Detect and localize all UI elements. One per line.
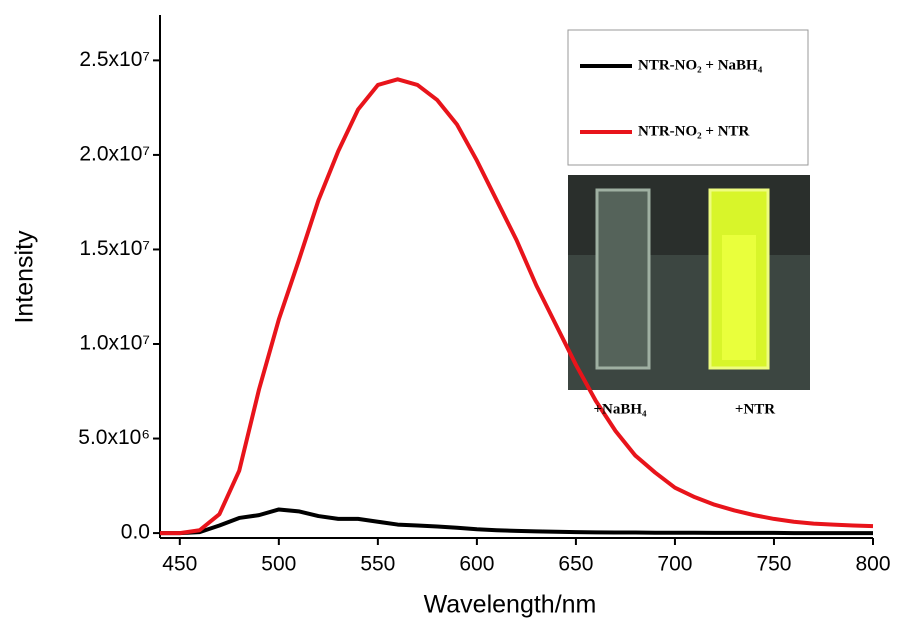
x-tick-label: 550 [360, 553, 395, 576]
data-line [160, 77, 874, 536]
data-line [160, 507, 873, 536]
x-axis-title: Wavelength/nm [424, 591, 597, 619]
y-tick-label: 2.5x10⁷ [79, 48, 150, 71]
x-tick-label: 750 [756, 553, 791, 576]
inset-label: +NaBH₄ [593, 401, 647, 417]
inset-label: +NTR [735, 401, 775, 417]
x-tick-label: 700 [657, 553, 692, 576]
legend-box [567, 29, 809, 166]
x-tick-label: 450 [162, 553, 197, 576]
y-tick-label: 1.5x10⁷ [79, 237, 150, 260]
y-tick-label: 2.0x10⁷ [79, 142, 150, 165]
x-tick-label: 500 [261, 553, 296, 576]
x-tick-label: 800 [855, 553, 890, 576]
x-tick-label: 650 [558, 553, 593, 576]
y-tick-label: 5.0x10⁶ [78, 426, 150, 449]
legend-label: NTR-NO₂ + NTR [638, 123, 750, 139]
inset-photo [568, 175, 810, 390]
x-tick-label: 600 [459, 553, 494, 576]
y-axis-title: Intensity [11, 230, 39, 324]
legend-label: NTR-NO₂ + NaBH₄ [638, 57, 763, 73]
y-tick-label: 1.0x10⁷ [79, 332, 150, 355]
y-tick-label: 0.0 [121, 521, 150, 544]
